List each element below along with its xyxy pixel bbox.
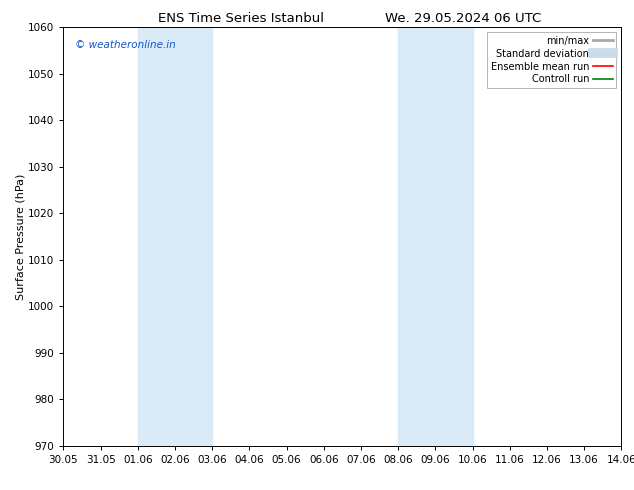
Bar xyxy=(398,27,472,446)
Text: We. 29.05.2024 06 UTC: We. 29.05.2024 06 UTC xyxy=(385,12,541,25)
Y-axis label: Surface Pressure (hPa): Surface Pressure (hPa) xyxy=(15,173,25,299)
Legend: min/max, Standard deviation, Ensemble mean run, Controll run: min/max, Standard deviation, Ensemble me… xyxy=(487,32,616,88)
Text: ENS Time Series Istanbul: ENS Time Series Istanbul xyxy=(158,12,324,25)
Bar xyxy=(138,27,212,446)
Text: © weatheronline.in: © weatheronline.in xyxy=(75,40,176,49)
